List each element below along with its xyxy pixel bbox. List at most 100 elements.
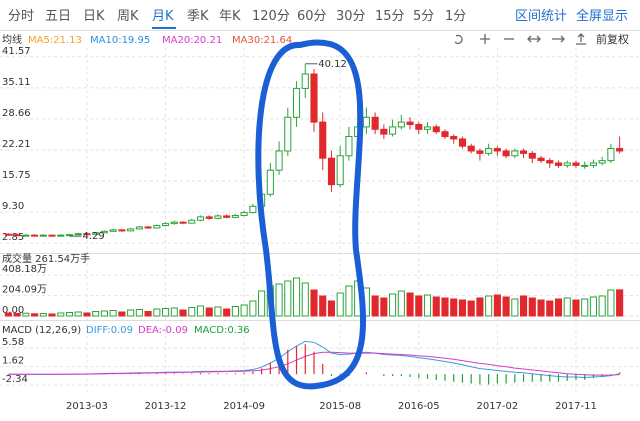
tab[interactable]: 季K [187, 9, 209, 24]
volume-bar [537, 299, 545, 317]
tab[interactable]: 120分 [252, 9, 290, 24]
tab[interactable]: 日K [83, 9, 105, 24]
volume-bar [22, 312, 30, 317]
tab[interactable]: 60分 [297, 9, 327, 24]
volume-bar [467, 300, 475, 317]
volume-bar [572, 299, 580, 317]
volume-bar [345, 285, 353, 317]
next-icon[interactable] [552, 35, 565, 43]
volume-bar [554, 298, 563, 317]
volume-bar [432, 296, 440, 317]
candle-body [231, 214, 239, 218]
ma-label: MA30:21.64 [232, 35, 292, 46]
volume-bar [231, 306, 239, 317]
y-tick-label: 5.58 [2, 337, 24, 348]
volume-bar [4, 312, 12, 317]
legend-label: MACD:0.36 [194, 325, 250, 336]
volume-bar [336, 292, 344, 317]
candle-body [493, 148, 501, 152]
candle-body [511, 150, 519, 157]
volume-bar [109, 310, 117, 317]
volume-bar [458, 299, 467, 317]
hand-drawn-highlight [255, 39, 367, 390]
candle-body [450, 136, 458, 140]
tab[interactable]: 分时 [8, 9, 34, 24]
tab[interactable]: 五日 [45, 9, 71, 24]
x-tick-label: 2016-05 [398, 401, 440, 412]
candle-body [83, 233, 91, 236]
candle-body [458, 138, 467, 147]
tab[interactable]: 年K [219, 9, 241, 24]
candle-body [144, 226, 152, 229]
undo-icon[interactable] [454, 34, 463, 45]
candle-body [528, 152, 536, 159]
y-tick-label: 204.09万 [2, 285, 47, 296]
tab[interactable]: 1分 [445, 9, 466, 24]
candle-body [275, 150, 283, 171]
tool-icons [454, 33, 586, 45]
candle-body [572, 162, 580, 166]
volume-bar [31, 313, 39, 317]
y-tick-label: 28.66 [2, 108, 31, 119]
candle-body [432, 126, 440, 133]
tab[interactable]: 周K [117, 9, 139, 24]
volume-bar [57, 312, 65, 317]
low-label: 4.29 [82, 231, 104, 242]
volume-bar [48, 313, 56, 317]
upload-icon[interactable] [576, 33, 586, 45]
y-tick-label: 22.21 [2, 139, 31, 150]
y-tick-label: 41.57 [2, 46, 31, 57]
candle-body [13, 234, 21, 237]
tab[interactable]: 5分 [413, 9, 434, 24]
adjustment[interactable]: 前复权 [596, 32, 629, 46]
candle-body [188, 219, 196, 224]
candle-body [118, 229, 126, 232]
volume-bar [74, 311, 82, 317]
volume-bar [528, 297, 536, 317]
x-tick-label: 2015-08 [319, 401, 361, 412]
candle-body [109, 229, 117, 232]
volume-bar [153, 308, 161, 317]
candle-body [92, 232, 100, 235]
tab-underline [152, 27, 176, 29]
volume-bar [196, 305, 205, 317]
tab[interactable]: 30分 [336, 9, 366, 24]
panel-title: 成交量 261.54万手 [2, 252, 90, 265]
candle-body [581, 164, 589, 167]
high-label: 40.12 [318, 59, 347, 70]
candle-body [292, 87, 301, 118]
volume-bar [441, 297, 449, 317]
candle-body [336, 155, 344, 186]
y-tick-label: 1.62 [2, 356, 24, 367]
zoom-in-icon[interactable] [480, 34, 490, 44]
volume-bar [214, 306, 222, 317]
volume-bar [223, 308, 231, 317]
candle-body [48, 234, 56, 237]
candle-body [520, 150, 528, 154]
action[interactable]: 全屏显示 [576, 8, 628, 24]
volume-bar [249, 300, 257, 317]
pan-icon[interactable] [527, 35, 541, 43]
candle-body [196, 216, 205, 221]
candle-body [179, 221, 187, 224]
y-tick-label: -2.34 [2, 374, 28, 385]
volume-bar [589, 296, 597, 317]
candle-body [616, 148, 624, 152]
volume-bar [39, 313, 47, 317]
volume-bar [371, 295, 379, 317]
tab[interactable]: 月K [152, 9, 174, 24]
tab[interactable]: 15分 [375, 9, 405, 24]
candle-body [22, 234, 30, 237]
volume-bar [179, 309, 187, 317]
y-tick-label: 9.30 [2, 201, 24, 212]
volume-bar [389, 293, 397, 317]
candle-body [223, 215, 231, 218]
panel-title: MACD (12,26,9) [2, 325, 81, 336]
x-tick-label: 2014-09 [223, 401, 265, 412]
y-tick-label: 35.11 [2, 77, 31, 88]
volume-bar [188, 307, 196, 317]
action[interactable]: 区间统计 [515, 9, 567, 24]
candle-body [546, 160, 554, 164]
candle-body [74, 233, 82, 236]
volume-bar [450, 298, 458, 317]
